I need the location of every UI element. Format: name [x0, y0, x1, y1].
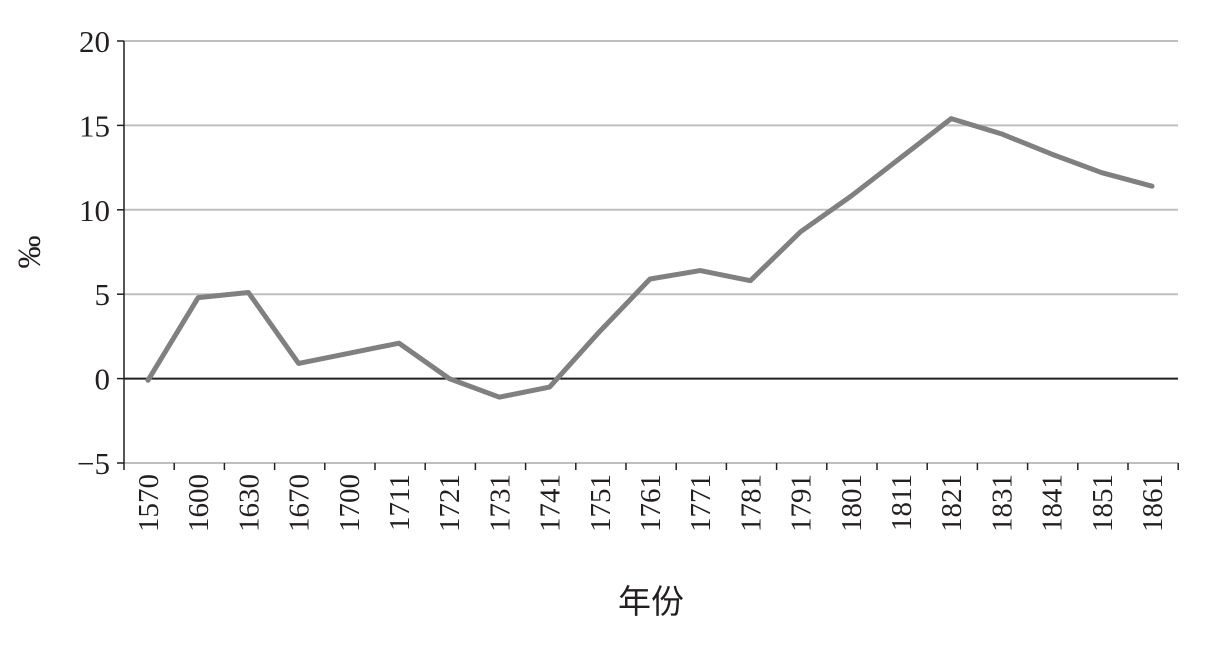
x-tick-labels: 1570 1600 1630 1670 1700 1711 1721 1731 1741 1751…: [133, 474, 1169, 532]
data-point: [698, 269, 702, 273]
x-tick-label: 1781: [735, 474, 767, 532]
x-axis-title: 年份: [618, 584, 684, 621]
x-tick-label: 1831: [986, 474, 1018, 532]
y-tick-label: 0: [95, 362, 111, 397]
data-point: [999, 132, 1003, 136]
x-tick-label: 1630: [233, 474, 265, 532]
data-point: [447, 377, 451, 381]
x-tick-label: 1721: [434, 474, 466, 532]
x-tick-label: 1851: [1087, 474, 1119, 532]
y-tick-label: 10: [79, 193, 110, 228]
x-tick-label: 1741: [535, 474, 567, 532]
data-point: [748, 279, 752, 283]
data-point: [648, 277, 652, 281]
x-tick-label: 1731: [484, 474, 516, 532]
x-tick-label: 1600: [183, 474, 215, 532]
x-tick-label: 1821: [936, 474, 968, 532]
data-point: [799, 230, 803, 234]
data-point: [297, 361, 301, 365]
data-point: [1050, 152, 1054, 156]
x-tick-label: 1841: [1037, 474, 1069, 532]
x-tick-label: 1711: [384, 474, 416, 531]
data-point: [246, 291, 250, 295]
data-point: [146, 378, 150, 382]
y-tick-label: 20: [79, 24, 110, 59]
data-point: [1150, 184, 1154, 188]
series-line: [145, 116, 1155, 400]
x-tick-label: 1811: [886, 474, 918, 531]
data-point: [1100, 171, 1104, 175]
data-point: [497, 395, 501, 399]
series: [145, 116, 1155, 400]
y-tick-label: 5: [95, 277, 111, 312]
x-tick-label: 1751: [585, 474, 617, 532]
x-tick-label: 1670: [284, 474, 316, 532]
y-tick-labels: −5 0 5 10 15 20: [77, 24, 110, 481]
data-point: [397, 341, 401, 345]
x-tick-label: 1761: [635, 474, 667, 532]
x-tick-label: 1771: [685, 474, 717, 532]
axes: [117, 40, 1179, 470]
y-tick-label: 15: [79, 108, 110, 143]
x-tick-label: 1700: [334, 474, 366, 532]
data-point: [949, 117, 953, 121]
gridlines: [124, 40, 1178, 464]
data-point: [598, 329, 602, 333]
data-point: [849, 194, 853, 198]
x-tick-label: 1570: [133, 474, 165, 532]
data-point: [899, 155, 903, 159]
x-tick-label: 1791: [786, 474, 818, 532]
y-tick-label: −5: [77, 446, 110, 481]
x-tick-label: 1861: [1137, 474, 1169, 532]
data-point: [347, 351, 351, 355]
x-tick-label: 1801: [836, 474, 868, 532]
y-axis-title: ‰: [12, 236, 48, 269]
data-point: [548, 385, 552, 389]
data-point: [196, 296, 200, 300]
